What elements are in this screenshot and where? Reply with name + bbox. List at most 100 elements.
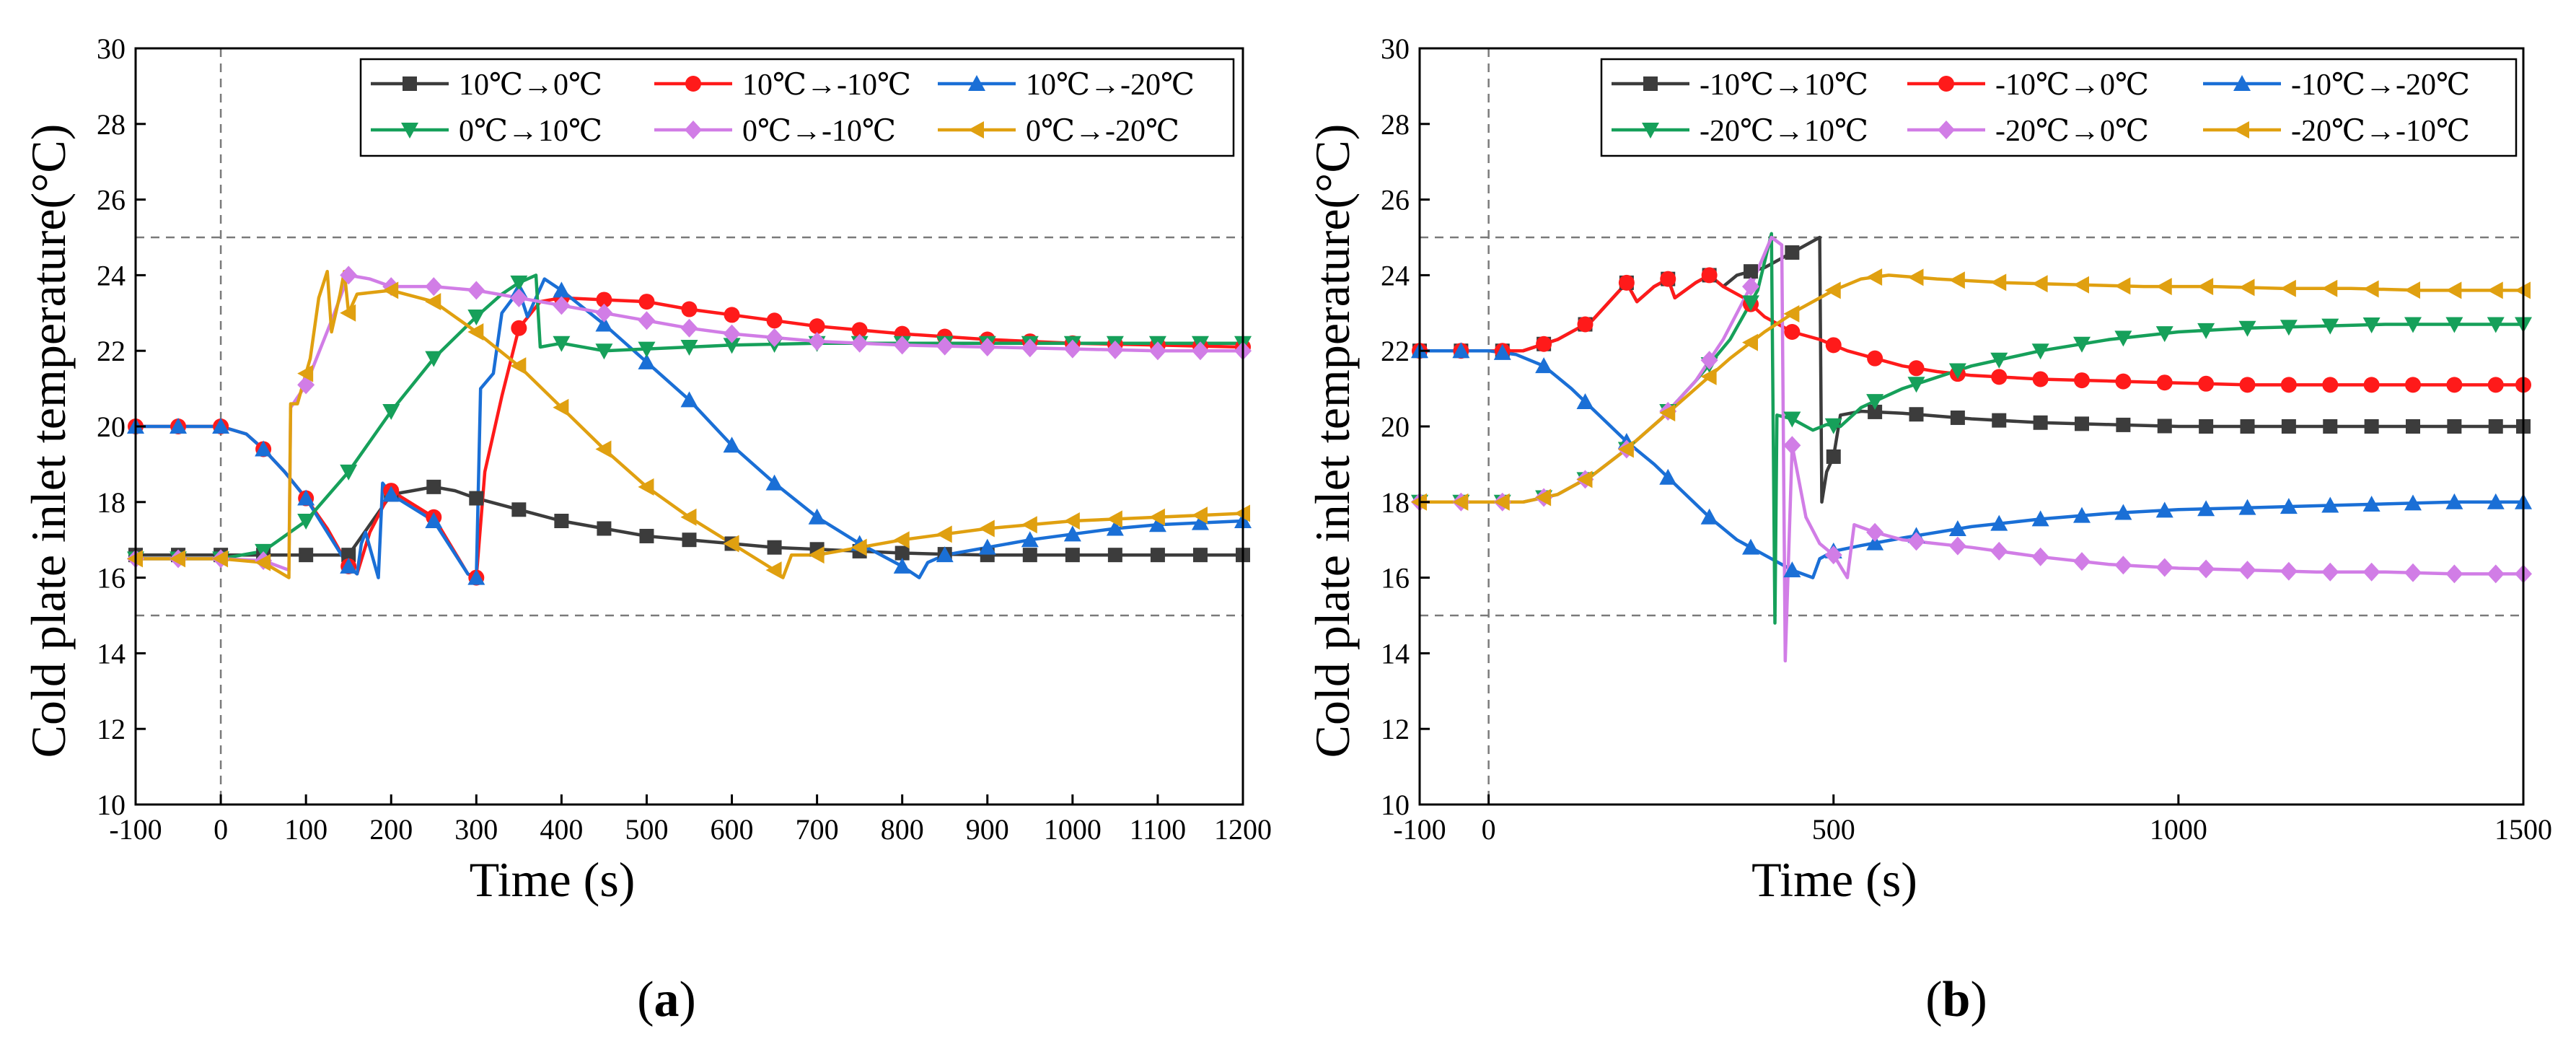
chart-panel-a: -100 0 100 200 300 400 500 600 700 800 900 1000 1100… <box>21 32 1272 907</box>
data-point <box>1063 339 1081 359</box>
y-tick-label: 26 <box>1381 184 1410 216</box>
legend-label-3: 0℃→10℃ <box>459 115 602 148</box>
data-point <box>2155 278 2172 296</box>
data-point <box>1576 393 1594 409</box>
data-point <box>1990 541 2008 561</box>
data-point <box>978 337 996 356</box>
data-point <box>1950 410 1965 425</box>
data-point <box>255 440 273 457</box>
data-point <box>1063 525 1081 542</box>
legend-label-1: -10℃→0℃ <box>1995 69 2149 102</box>
data-point <box>1493 493 1510 511</box>
data-point <box>2362 317 2381 334</box>
data-point <box>809 318 825 335</box>
x-tick-label: 1000 <box>2150 813 2207 846</box>
data-point <box>597 521 612 536</box>
y-tick-label: 12 <box>1381 713 1410 745</box>
data-point <box>2157 418 2172 434</box>
data-point <box>1660 271 1676 287</box>
data-point <box>1907 532 1925 551</box>
data-point <box>1948 271 1965 289</box>
data-point <box>1107 548 1122 563</box>
data-point <box>894 545 910 561</box>
data-point <box>467 323 484 341</box>
y-tick-label: 24 <box>97 259 126 292</box>
data-point <box>2321 318 2339 335</box>
data-point <box>850 333 869 353</box>
data-point <box>936 525 952 543</box>
chart-panel-b: -100 0 500 1000 1500 10 12 14 16 18 20 22 24 26 28 30 Ti… <box>1305 32 2552 907</box>
data-point <box>1065 548 1080 563</box>
data-point <box>299 548 314 563</box>
data-point <box>1535 488 1552 507</box>
data-point <box>1785 245 1800 260</box>
data-point <box>1742 333 1758 351</box>
data-point <box>2280 320 2298 336</box>
data-point <box>595 303 613 323</box>
data-point <box>2363 377 2380 393</box>
legend-label-2: -10℃→-20℃ <box>2291 69 2470 102</box>
data-point <box>765 474 783 491</box>
x-tick-label: 1100 <box>1130 813 1187 846</box>
data-point <box>425 293 441 311</box>
data-point <box>2445 493 2463 509</box>
data-point <box>851 322 868 338</box>
data-point <box>2197 323 2215 339</box>
data-point <box>1659 404 1676 422</box>
data-point <box>553 336 571 352</box>
data-point <box>467 281 485 300</box>
data-point <box>2115 373 2132 390</box>
data-point <box>1908 360 1925 377</box>
data-point <box>2114 556 2132 575</box>
data-point <box>2155 326 2173 343</box>
series-group <box>1411 232 2532 663</box>
data-point <box>2280 377 2297 393</box>
data-point <box>723 324 741 343</box>
legend-marker-4 <box>685 120 702 139</box>
data-point <box>2364 419 2379 434</box>
data-point <box>1063 512 1080 530</box>
data-point <box>638 294 655 310</box>
panel-label-a: (a) <box>637 972 696 1027</box>
x-tick-label: 1200 <box>1214 813 1272 846</box>
data-point <box>1990 273 2007 292</box>
data-point <box>2323 419 2338 434</box>
data-point <box>1191 341 1209 361</box>
data-point <box>1907 268 1924 286</box>
y-tick-label: 22 <box>1381 335 1410 367</box>
y-tick-label: 20 <box>1381 411 1410 443</box>
data-point <box>893 336 911 355</box>
data-point <box>2074 372 2090 389</box>
data-point <box>2447 419 2462 434</box>
data-point <box>936 336 954 356</box>
data-point <box>553 296 571 315</box>
data-point <box>2031 547 2049 566</box>
data-point <box>2238 561 2256 580</box>
data-point <box>2155 501 2173 518</box>
data-point <box>893 557 911 574</box>
data-point <box>595 440 612 458</box>
data-point <box>340 266 358 285</box>
x-axis-title: Time (s) <box>1751 852 1917 907</box>
y-tick-label: 30 <box>97 32 126 65</box>
legend-marker-2 <box>968 75 985 91</box>
series-markers-2 <box>127 281 1252 585</box>
data-point <box>2073 276 2089 294</box>
data-point <box>2197 559 2215 579</box>
data-point <box>1106 510 1122 528</box>
data-point <box>638 353 656 369</box>
legend-marker-1 <box>1938 76 1954 92</box>
data-point <box>766 312 783 329</box>
data-point <box>723 338 741 354</box>
data-point <box>1990 352 2008 369</box>
data-point <box>1700 351 1718 370</box>
y-tick-label: 28 <box>97 108 126 141</box>
data-point <box>2281 419 2296 434</box>
legend-marker-5 <box>968 121 984 139</box>
legend-label-5: -20℃→-10℃ <box>2291 115 2470 148</box>
data-point <box>2445 281 2462 299</box>
series-markers-5 <box>127 281 1250 579</box>
x-tick-label: 1500 <box>2494 813 2552 846</box>
data-point <box>639 528 654 543</box>
data-point <box>1106 520 1124 536</box>
